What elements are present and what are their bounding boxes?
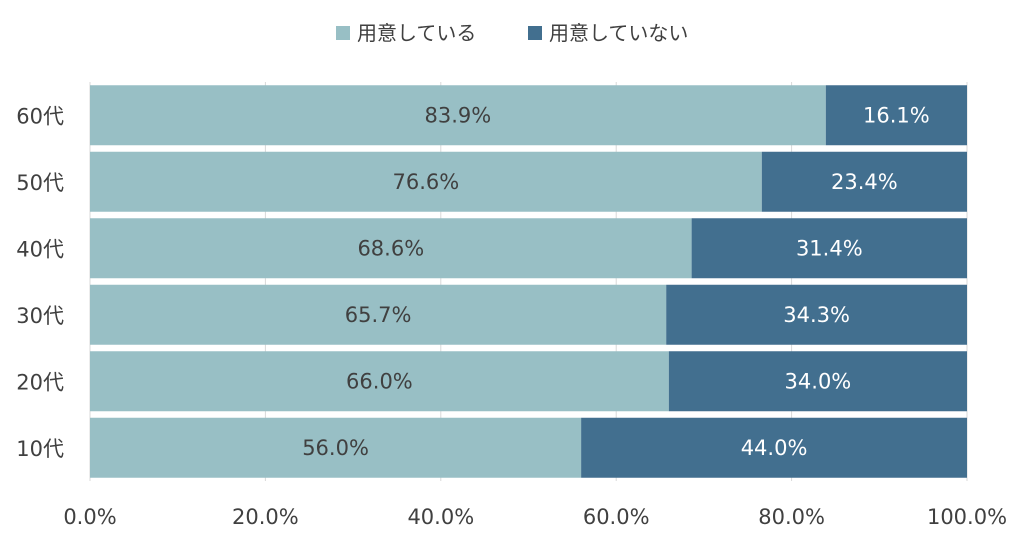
x-tick-label: 0.0% xyxy=(63,505,116,529)
data-label: 16.1% xyxy=(863,103,930,127)
legend-swatch xyxy=(336,26,350,40)
data-label: 44.0% xyxy=(741,436,808,460)
data-label: 23.4% xyxy=(831,170,898,194)
category-label: 10代 xyxy=(16,437,64,461)
category-label: 20代 xyxy=(16,370,64,394)
data-label: 76.6% xyxy=(393,170,460,194)
bars: 83.9% 16.1% 76.6% 23.4% 68.6% 31.4% 65.7% 34.3%… xyxy=(90,85,967,478)
category-label: 30代 xyxy=(16,304,64,328)
bar-segment xyxy=(90,151,762,212)
category-label: 50代 xyxy=(16,171,64,195)
bar-segment xyxy=(90,417,582,478)
data-label: 56.0% xyxy=(302,436,369,460)
data-label: 66.0% xyxy=(346,369,413,393)
x-axis-tick-labels: 0.0% 20.0% 40.0% 60.0% 80.0% 100.0% xyxy=(63,505,1007,529)
data-label: 34.0% xyxy=(785,369,852,393)
bar-segment xyxy=(761,151,967,212)
x-tick-label: 40.0% xyxy=(407,505,474,529)
data-label: 31.4% xyxy=(796,236,863,260)
bar-segment xyxy=(666,284,967,345)
legend-label: 用意している xyxy=(357,21,476,45)
data-label: 83.9% xyxy=(425,103,492,127)
bar-segment xyxy=(668,351,967,412)
bar-segment xyxy=(825,85,967,146)
legend-label: 用意していない xyxy=(549,21,688,45)
x-tick-label: 80.0% xyxy=(758,505,825,529)
x-tick-label: 60.0% xyxy=(583,505,650,529)
category-labels: 60代 50代 40代 30代 20代 10代 xyxy=(16,104,64,461)
bar-segment xyxy=(90,351,669,412)
category-label: 40代 xyxy=(16,237,64,261)
bar-segment xyxy=(581,417,967,478)
category-label: 60代 xyxy=(16,104,64,128)
bar-segment xyxy=(691,218,967,279)
gridlines xyxy=(89,82,968,481)
legend: 用意している 用意していない xyxy=(336,21,688,45)
data-label: 34.3% xyxy=(783,303,850,327)
bar-segment xyxy=(90,218,692,279)
bar-segment xyxy=(90,85,826,146)
data-label: 68.6% xyxy=(357,236,424,260)
data-label: 65.7% xyxy=(345,303,412,327)
bar-segment xyxy=(90,284,667,345)
legend-swatch xyxy=(528,26,542,40)
x-tick-label: 100.0% xyxy=(927,505,1007,529)
x-tick-label: 20.0% xyxy=(232,505,299,529)
